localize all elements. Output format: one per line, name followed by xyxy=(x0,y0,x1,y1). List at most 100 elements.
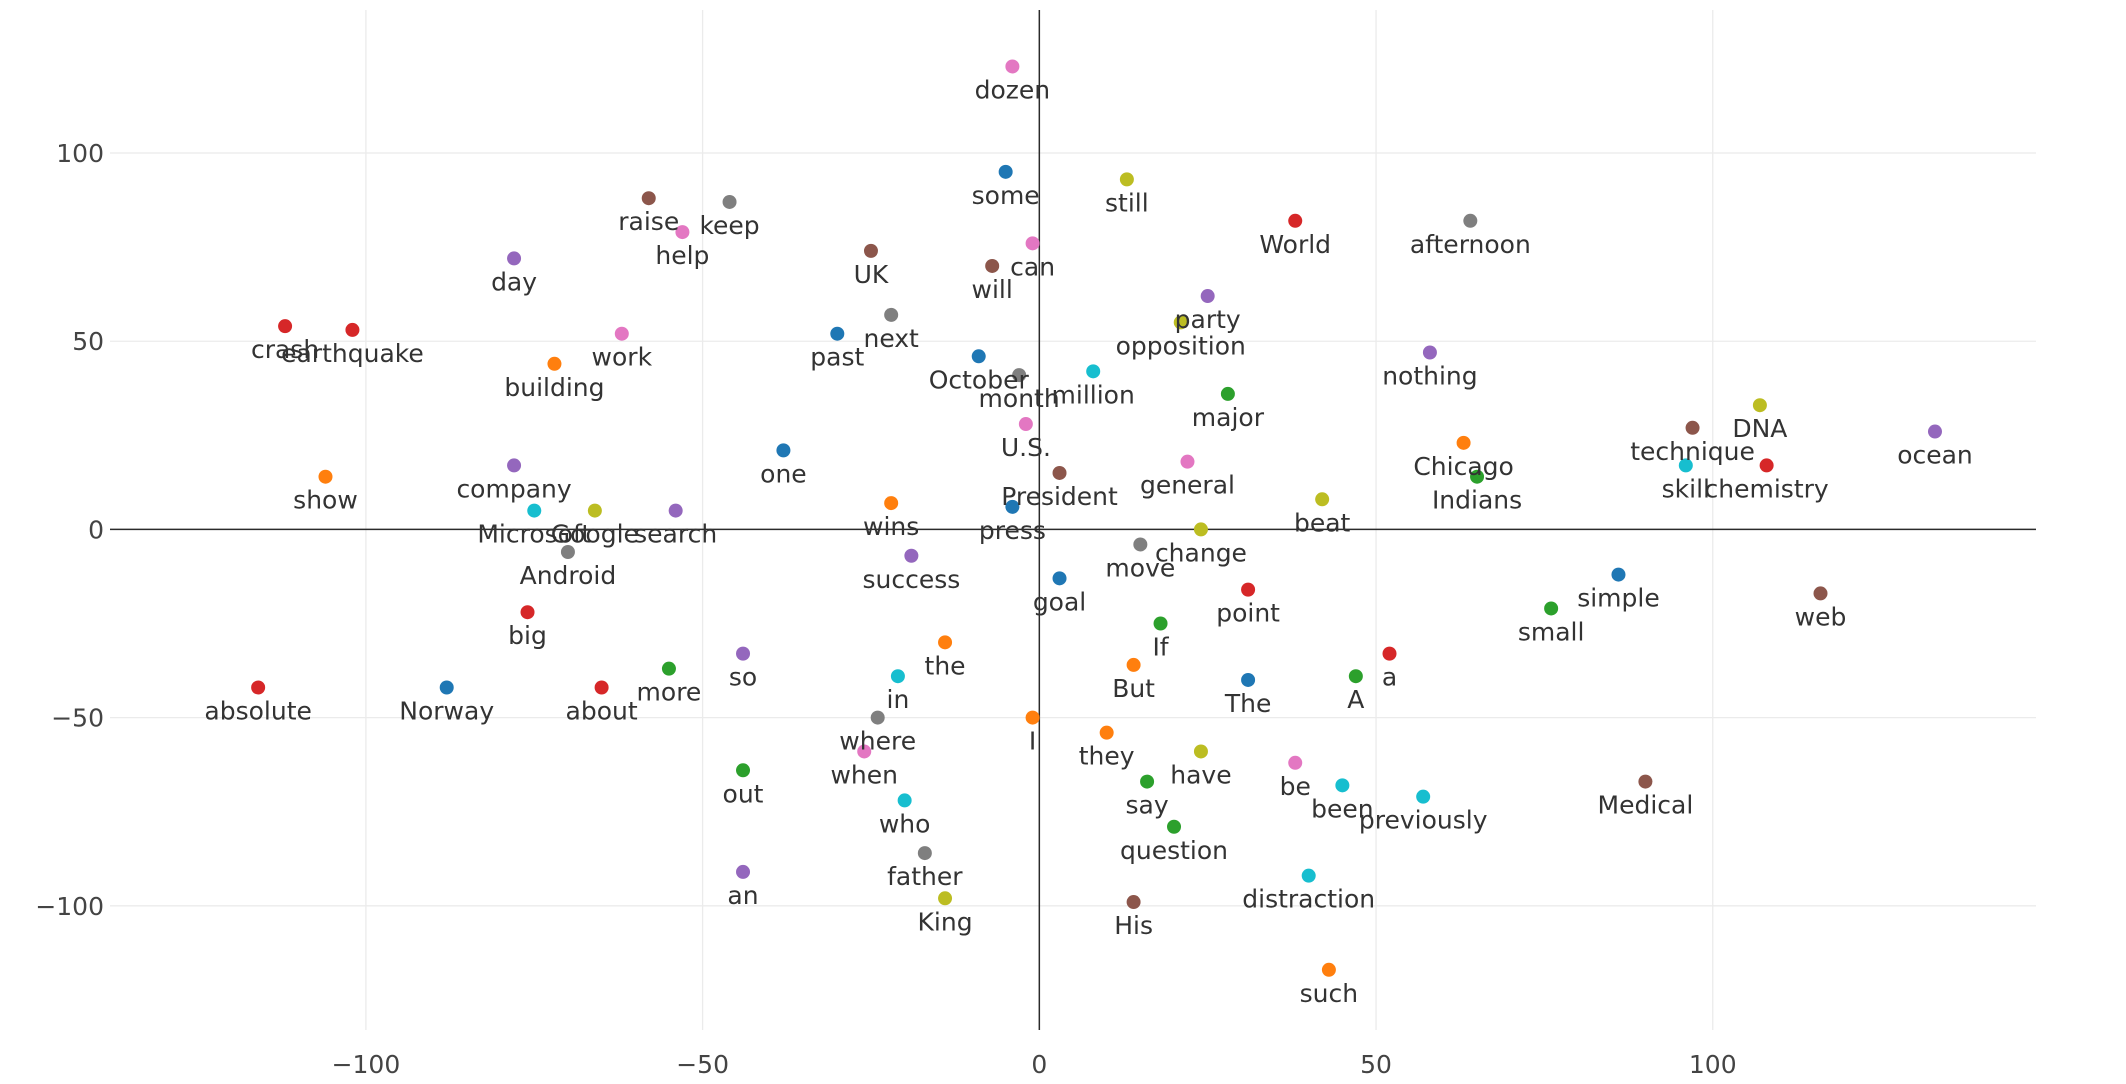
point-label: general xyxy=(1140,471,1235,500)
data-point xyxy=(1678,458,1693,473)
data-point xyxy=(722,194,737,209)
data-point xyxy=(507,251,522,266)
data-point xyxy=(1241,582,1256,597)
point-label: small xyxy=(1518,617,1585,646)
x-tick-label: 50 xyxy=(1360,1050,1392,1079)
data-point xyxy=(857,744,872,759)
point-label: A xyxy=(1347,685,1364,714)
point-label: King xyxy=(918,907,973,936)
point-label: so xyxy=(729,663,757,692)
data-point xyxy=(917,846,932,861)
point-label: more xyxy=(637,678,702,707)
grid-lines xyxy=(110,10,2036,1030)
point-label: President xyxy=(1001,482,1118,511)
point-label: But xyxy=(1112,674,1155,703)
point-label: point xyxy=(1216,599,1280,628)
point-label: in xyxy=(887,685,910,714)
point-label: a xyxy=(1382,663,1397,692)
data-point xyxy=(560,544,575,559)
data-point xyxy=(1463,213,1478,228)
point-label: next xyxy=(863,324,919,353)
point-label: where xyxy=(839,727,916,756)
point-label: when xyxy=(830,760,898,789)
point-label: father xyxy=(887,862,963,891)
data-point xyxy=(1470,469,1485,484)
data-point xyxy=(547,356,562,371)
data-point xyxy=(1086,364,1101,379)
data-point xyxy=(1927,424,1942,439)
data-point xyxy=(587,503,602,518)
point-label: raise xyxy=(618,207,679,236)
point-label: previously xyxy=(1359,806,1488,835)
data-point xyxy=(890,669,905,684)
point-label: absolute xyxy=(204,696,311,725)
data-point xyxy=(1133,537,1148,552)
point-label: have xyxy=(1170,760,1231,789)
data-point xyxy=(1422,345,1437,360)
data-point xyxy=(884,307,899,322)
data-point xyxy=(1193,522,1208,537)
point-label: big xyxy=(508,621,547,650)
point-label: keep xyxy=(699,211,759,240)
point-label: who xyxy=(879,809,931,838)
point-label: Chicago xyxy=(1413,452,1513,481)
point-label: search xyxy=(634,520,717,549)
data-point xyxy=(1193,744,1208,759)
data-point xyxy=(1126,895,1141,910)
data-point xyxy=(507,458,522,473)
point-label: Microsoft xyxy=(477,520,591,549)
data-point xyxy=(736,646,751,661)
point-label: wins xyxy=(863,512,919,541)
data-point xyxy=(1288,213,1303,228)
data-point xyxy=(1611,567,1626,582)
data-point xyxy=(1335,778,1350,793)
point-label: I xyxy=(1029,727,1036,756)
point-label: DNA xyxy=(1732,414,1787,443)
point-label: success xyxy=(862,565,960,594)
point-label: October xyxy=(929,365,1030,394)
data-point xyxy=(1456,435,1471,450)
data-point xyxy=(675,225,690,240)
data-points xyxy=(251,59,1942,977)
data-point xyxy=(1220,386,1235,401)
data-point xyxy=(1167,819,1182,834)
data-point xyxy=(439,680,454,695)
data-point xyxy=(736,864,751,879)
point-label: Android xyxy=(520,561,617,590)
data-point xyxy=(251,680,266,695)
data-point xyxy=(998,164,1013,179)
point-label: show xyxy=(293,486,358,515)
data-point xyxy=(736,763,751,778)
point-label: they xyxy=(1079,742,1135,771)
data-point xyxy=(904,548,919,563)
data-point xyxy=(1544,601,1559,616)
point-label: beat xyxy=(1294,508,1351,537)
point-label: goal xyxy=(1033,587,1086,616)
point-label: month xyxy=(979,384,1060,413)
point-label: skill xyxy=(1662,474,1710,503)
point-label: still xyxy=(1105,188,1149,217)
data-point xyxy=(1200,289,1215,304)
point-label: the xyxy=(925,651,966,680)
data-point xyxy=(1012,368,1027,383)
data-point xyxy=(938,635,953,650)
point-label: such xyxy=(1300,979,1358,1008)
data-point xyxy=(1052,465,1067,480)
data-point xyxy=(776,443,791,458)
data-point xyxy=(1018,417,1033,432)
point-label: major xyxy=(1192,403,1265,432)
data-point xyxy=(1638,774,1653,789)
data-point xyxy=(1288,755,1303,770)
point-label: crash xyxy=(251,335,319,364)
point-label: distraction xyxy=(1242,885,1375,914)
data-point xyxy=(1813,586,1828,601)
point-labels: dozen some still raise keep World afternoon hel… xyxy=(204,75,1972,1007)
data-point xyxy=(1099,725,1114,740)
data-point xyxy=(614,326,629,341)
x-tick-label: −50 xyxy=(676,1050,729,1079)
point-label: out xyxy=(723,779,764,808)
point-label: will xyxy=(972,275,1013,304)
data-point xyxy=(1126,657,1141,672)
point-label: dozen xyxy=(975,75,1051,104)
